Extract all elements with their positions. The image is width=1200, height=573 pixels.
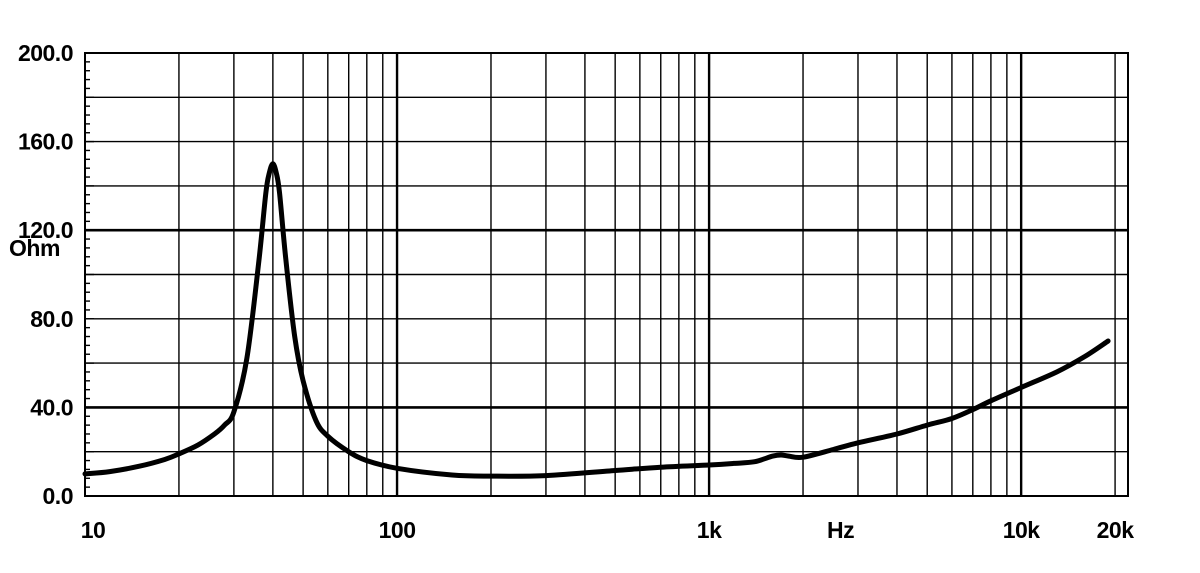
y-tick-label: 80.0 [30,306,73,332]
grid-lines [85,53,1128,496]
impedance-curve [82,161,1111,479]
y-tick-label: 160.0 [18,129,73,155]
x-tick-label: 10 [81,517,106,543]
y-tick-label: 120.0 [18,217,73,243]
x-tick-label: 20k [1097,517,1135,543]
plot-frame [84,52,1129,497]
x-tick-label: 10k [1003,517,1041,543]
axis-tick-marks [85,52,94,497]
y-tick-label: 40.0 [30,394,73,420]
y-tick-labels: 0.0 40.0 80.0 120.0 160.0 200.0 [18,40,74,509]
y-tick-label: 0.0 [43,483,73,509]
x-axis-label: Hz [827,517,854,543]
x-tick-label: 1k [697,517,722,543]
x-tick-label: 100 [379,517,416,543]
y-tick-label: 200.0 [18,40,73,66]
x-tick-labels: 10 100 1k 10k 20k [81,517,1135,543]
y-axis-label: Ohm [9,235,60,261]
